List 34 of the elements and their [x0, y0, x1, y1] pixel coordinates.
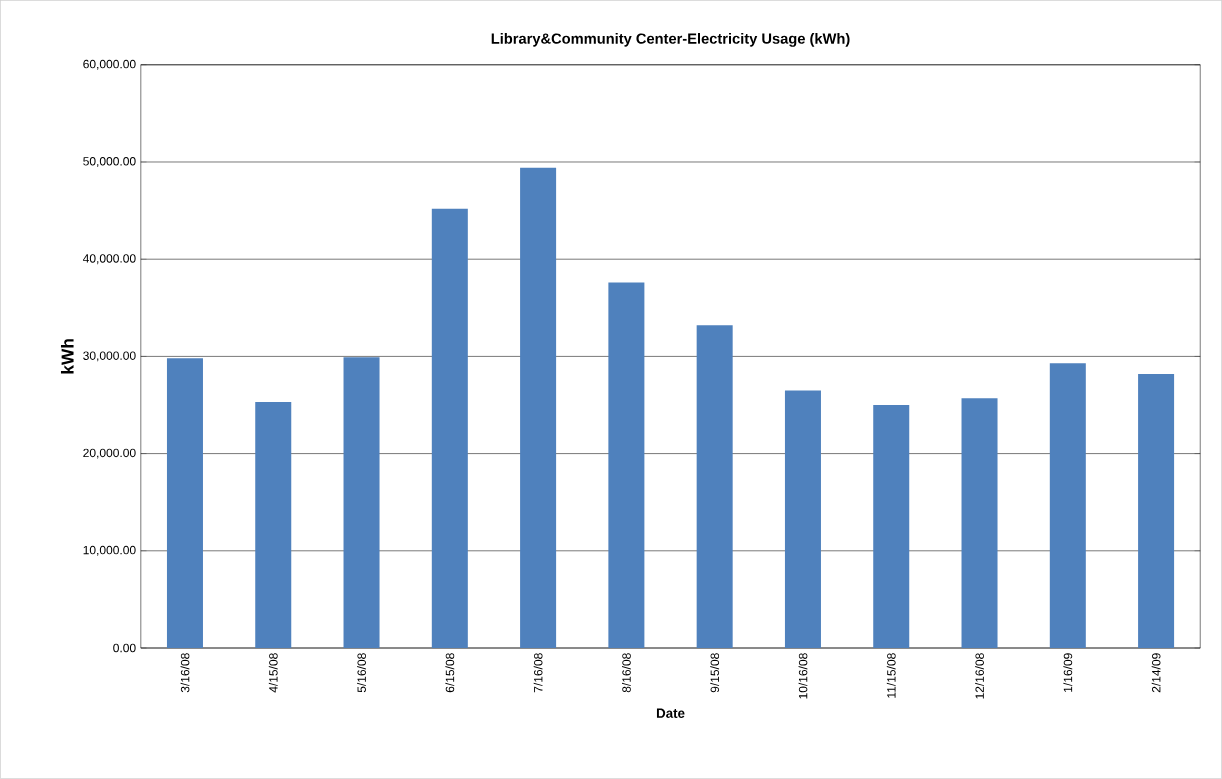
x-tick-label: 8/16/08 — [621, 653, 631, 693]
x-tick-label: 9/15/08 — [710, 653, 720, 693]
bar — [166, 358, 203, 649]
bar — [696, 325, 733, 649]
bar — [1138, 373, 1175, 649]
x-tick-label: 4/15/08 — [268, 653, 278, 693]
bar — [431, 208, 468, 649]
x-tick-label: 12/16/08 — [975, 653, 984, 699]
x-tick-label: 6/15/08 — [445, 653, 455, 693]
bar — [520, 167, 557, 649]
x-tick-label: 10/16/08 — [798, 653, 808, 699]
y-tick-label: 0.00 — [113, 643, 136, 653]
y-axis-title: kWh — [60, 339, 74, 374]
x-tick-label: 5/16/08 — [357, 653, 366, 693]
x-axis-title: Date — [656, 708, 685, 718]
x-tick-label: 11/15/08 — [886, 653, 896, 698]
bar — [873, 405, 910, 649]
y-tick-label: 40,000.00 — [82, 254, 136, 265]
bar — [784, 390, 821, 649]
x-tick-label: 3/16/08 — [180, 653, 190, 693]
bar — [961, 398, 998, 649]
y-tick-label: 10,000.00 — [83, 545, 136, 556]
x-tick-label: 7/16/08 — [533, 653, 543, 693]
chart-title: Library&Community Center-Electricity Usage (kWh) — [491, 33, 850, 47]
x-tick-label: 2/14/09 — [1151, 653, 1161, 693]
y-tick-label: 30,000.00 — [83, 351, 136, 362]
y-tick-label: 20,000.00 — [83, 448, 136, 459]
bar — [1049, 363, 1086, 649]
y-tick-label: 50,000.00 — [83, 157, 136, 168]
bar — [343, 357, 380, 649]
bar — [608, 282, 645, 649]
x-tick-label: 1/16/09 — [1063, 653, 1073, 692]
bar — [255, 402, 292, 649]
y-tick-label: 60,000.00 — [83, 59, 136, 70]
